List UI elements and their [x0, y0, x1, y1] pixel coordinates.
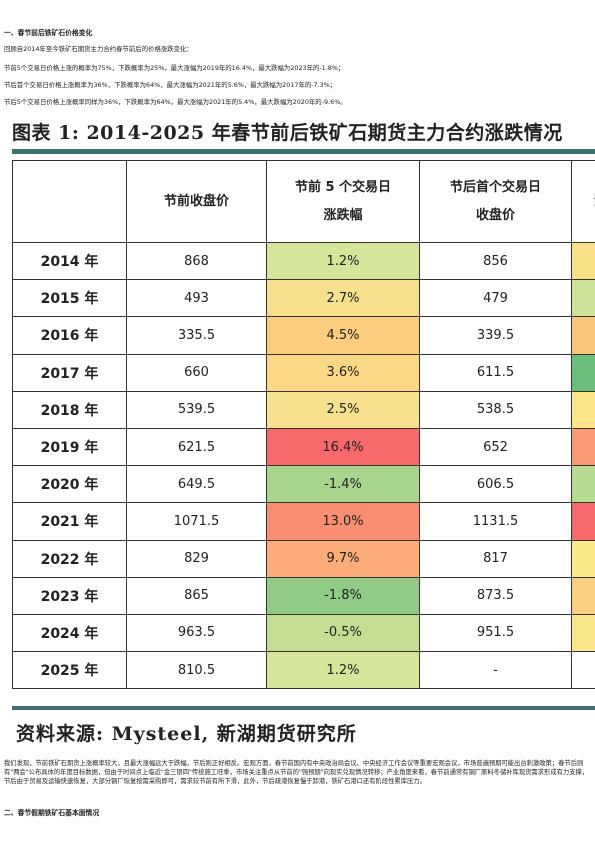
data-table-container: 节前收盘价 节前 5 个交易日 涨跌幅 节后首个交易日 收盘价 涨 2014 年…: [12, 160, 595, 697]
cell-pre-close: 493: [126, 279, 267, 318]
cell-pre-close: 963.5: [126, 613, 267, 653]
section1-intro: 回顾自2014年至今铁矿石期货主力合约春节前后的价格涨跌变化：: [4, 45, 193, 53]
source-divider: [12, 706, 595, 710]
cell-year: 2025 年: [12, 651, 127, 690]
section2-heading: 二、春节假期铁矿石基本面情况: [4, 809, 100, 817]
cell-cut-off: [571, 651, 595, 690]
cell-pre5-change: 9.7%: [266, 539, 420, 578]
cell-year: 2024 年: [12, 613, 127, 653]
cell-cut-off: -(: [571, 390, 595, 429]
cell-cut-off: -(: [571, 465, 595, 504]
cell-pre-close: 335.5: [126, 316, 267, 355]
cell-post-close: 606.5: [419, 465, 572, 504]
cell-cut-off: -: [571, 613, 595, 653]
header-pre-close: 节前收盘价: [126, 160, 267, 243]
cell-pre5-change: 16.4%: [266, 427, 420, 467]
cell-post-close: 339.5: [419, 316, 572, 355]
section1-line2: 节后首个交易日价格上涨概率为36%，下跌概率为64%，最大涨幅为2021年的5.…: [4, 81, 337, 89]
cell-post-close: 856: [419, 241, 572, 281]
header-year: [12, 160, 127, 243]
header-pre5-change: 节前 5 个交易日 涨跌幅: [266, 160, 420, 243]
cell-cut-off: 5: [571, 502, 595, 541]
cell-post-close: 1131.5: [419, 502, 572, 541]
cell-cut-off: 1: [571, 316, 595, 355]
section1-line3: 节后5个交易日价格上涨概率同样为36%，下跌概率为64%，最大涨幅为2021年的…: [4, 98, 347, 106]
cell-pre5-change: -1.4%: [266, 465, 420, 504]
cell-post-close: 652: [419, 427, 572, 467]
cell-year: 2018 年: [12, 390, 127, 429]
table-row: 2025 年 810.5 1.2% -: [12, 651, 595, 690]
cell-post-close: 538.5: [419, 390, 572, 429]
cell-pre5-change: 4.5%: [266, 316, 420, 355]
cell-pre-close: 865: [126, 576, 267, 615]
cell-year: 2014 年: [12, 241, 127, 281]
cell-cut-off: -: [571, 539, 595, 578]
cell-year: 2020 年: [12, 465, 127, 504]
cell-pre5-change: 1.2%: [266, 651, 420, 690]
cell-pre-close: 810.5: [126, 651, 267, 690]
cell-pre5-change: 2.5%: [266, 390, 420, 429]
cell-pre5-change: 2.7%: [266, 279, 420, 318]
cell-pre5-change: 3.6%: [266, 353, 420, 392]
cell-pre5-change: -1.8%: [266, 576, 420, 615]
cell-post-close: 873.5: [419, 576, 572, 615]
cell-pre-close: 649.5: [126, 465, 267, 504]
cell-pre-close: 1071.5: [126, 502, 267, 541]
cell-year: 2019 年: [12, 427, 127, 467]
cell-pre5-change: 1.2%: [266, 241, 420, 281]
cell-year: 2022 年: [12, 539, 127, 578]
figure-title: 图表 1: 2014-2025 年春节前后铁矿石期货主力合约涨跌情况: [12, 122, 563, 144]
cell-pre-close: 660: [126, 353, 267, 392]
figure-source: 资料来源: Mysteel, 新湖期货研究所: [16, 723, 357, 745]
table-header-row: 节前收盘价 节前 5 个交易日 涨跌幅 节后首个交易日 收盘价 涨: [12, 160, 595, 243]
cell-post-close: 479: [419, 279, 572, 318]
header-post-close: 节后首个交易日 收盘价: [419, 160, 572, 243]
title-divider: [12, 149, 595, 154]
cell-pre5-change: 13.0%: [266, 502, 420, 541]
cell-cut-off: 4: [571, 427, 595, 467]
cell-pre5-change: -0.5%: [266, 613, 420, 653]
cell-pre-close: 539.5: [126, 390, 267, 429]
cell-pre-close: 621.5: [126, 427, 267, 467]
cell-post-close: 611.5: [419, 353, 572, 392]
cell-cut-off: 1: [571, 576, 595, 615]
cell-cut-off: -: [571, 353, 595, 392]
cell-post-close: 951.5: [419, 613, 572, 653]
data-table: 节前收盘价 节前 5 个交易日 涨跌幅 节后首个交易日 收盘价 涨 2014 年…: [12, 160, 595, 690]
cell-post-close: 817: [419, 539, 572, 578]
cell-cut-off: -: [571, 279, 595, 318]
header-cut-off: 涨: [571, 160, 595, 243]
cell-pre-close: 868: [126, 241, 267, 281]
cell-year: 2021 年: [12, 502, 127, 541]
cell-year: 2015 年: [12, 279, 127, 318]
cell-pre-close: 829: [126, 539, 267, 578]
section1-line1: 节前5个交易日价格上涨的概率为75%，下跌概率为25%，最大涨幅为2019年的1…: [4, 64, 345, 72]
cell-year: 2016 年: [12, 316, 127, 355]
section1-heading: 一、春节前后铁矿石价格变化: [4, 29, 93, 37]
cell-year: 2017 年: [12, 353, 127, 392]
cell-cut-off: -: [571, 241, 595, 281]
cell-post-close: -: [419, 651, 572, 690]
cell-year: 2023 年: [12, 576, 127, 615]
analysis-paragraph: 我们发现，节前铁矿石期货上涨概率较大，且最大涨幅远大于跌幅，节后则正好相反。宏观…: [4, 760, 589, 786]
